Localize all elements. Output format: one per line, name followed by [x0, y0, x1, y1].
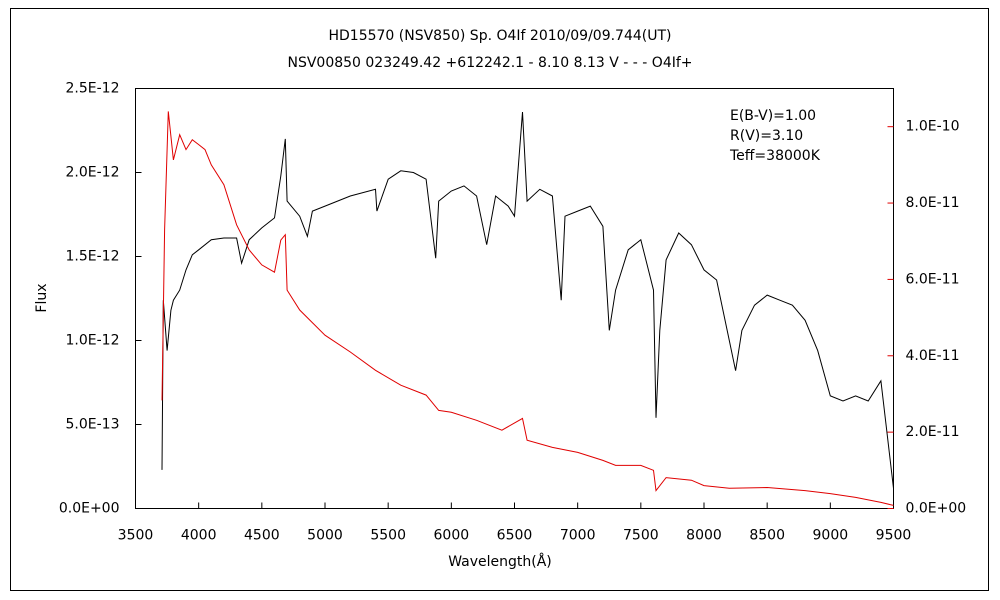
x-tick-label: 6500 [497, 528, 533, 544]
y-tick-label: 1.5E-12 [66, 249, 120, 265]
x-tick-label: 7500 [623, 528, 659, 544]
y-tick-label: 2.5E-12 [66, 81, 120, 97]
x-tick-label: 3500 [118, 528, 154, 544]
x-tick-label: 4500 [244, 528, 280, 544]
annotation: E(B-V)=1.00 [730, 108, 816, 124]
y-tick-label: 0.0E+00 [59, 501, 120, 517]
x-axis-label: Wavelength(Å) [448, 553, 552, 570]
x-tick-label: 6000 [434, 528, 470, 544]
x-tick-label: 7000 [560, 528, 596, 544]
y-axis-label: Flux [34, 283, 50, 312]
x-tick-label: 8500 [749, 528, 785, 544]
spectrum-line [161, 111, 894, 506]
y2-tick-label: 2.0E-11 [906, 424, 960, 440]
y2-tick-label: 0.0E+00 [906, 501, 967, 517]
x-tick-label: 9500 [876, 528, 912, 544]
spectrum-line [161, 111, 894, 489]
annotation: Teff=38000K [729, 148, 821, 164]
x-tick-label: 8000 [686, 528, 722, 544]
annotation: R(V)=3.10 [730, 128, 803, 144]
frame [10, 8, 989, 591]
y-tick-label: 2.0E-12 [66, 165, 120, 181]
x-tick-label: 5500 [370, 528, 406, 544]
y2-tick-label: 4.0E-11 [906, 348, 960, 364]
chart-title: HD15570 (NSV850) Sp. O4If 2010/09/09.744… [328, 28, 671, 44]
y2-tick-label: 8.0E-11 [906, 195, 960, 211]
x-tick-label: 5000 [307, 528, 343, 544]
chart-subtitle: NSV00850 023249.42 +612242.1 - 8.10 8.13… [287, 55, 692, 71]
x-tick-label: 4000 [181, 528, 217, 544]
y-tick-label: 1.0E-12 [66, 333, 120, 349]
x-tick-label: 9000 [813, 528, 849, 544]
y2-tick-label: 6.0E-11 [906, 271, 960, 287]
y2-tick-label: 1.0E-10 [906, 119, 960, 135]
y-tick-label: 5.0E-13 [66, 417, 120, 433]
